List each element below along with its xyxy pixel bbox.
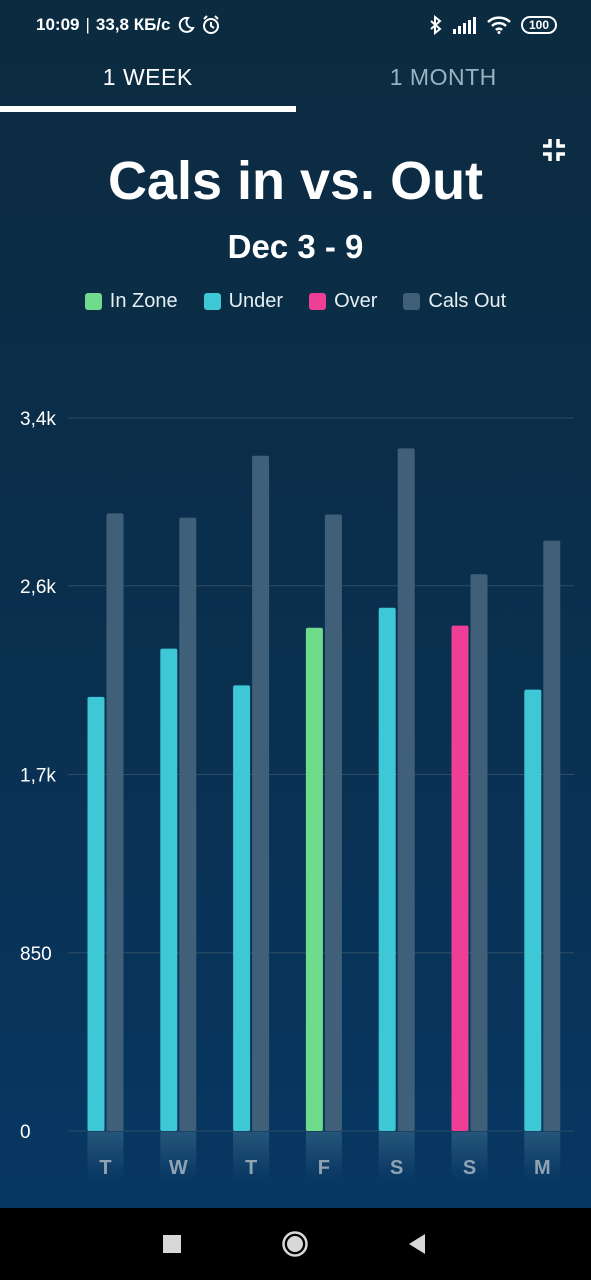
navigation-bar xyxy=(0,1208,591,1280)
legend-swatch-under xyxy=(203,293,221,310)
x-tick-label: T xyxy=(99,1157,111,1179)
bar-reflection xyxy=(451,1132,488,1180)
y-tick-label: 0 xyxy=(20,1122,31,1143)
status-bar: 10:09 | 33,8 КБ/с 100 xyxy=(0,0,591,50)
cals-out-bar xyxy=(543,540,561,1131)
status-right: 100 xyxy=(429,15,557,35)
cals-out-bar xyxy=(397,448,415,1131)
legend-swatch-over xyxy=(309,293,327,310)
period-tabs: 1 WEEK 1 MONTH xyxy=(0,50,591,114)
cals-in-bar xyxy=(378,607,396,1131)
legend-item-under: Under xyxy=(203,290,284,313)
chart-subtitle: Dec 3 - 9 xyxy=(227,228,364,265)
recent-apps-button[interactable] xyxy=(163,1235,181,1253)
cals-in-bar xyxy=(87,696,105,1131)
cals-in-bar xyxy=(160,648,178,1131)
bar-reflection xyxy=(524,1132,561,1180)
network-speed: 33,8 КБ/с xyxy=(95,15,171,34)
x-tick-label: S xyxy=(463,1157,476,1179)
chart-legend: In Zone Under Over Cals Out xyxy=(0,290,591,313)
legend-item-cals-out: Cals Out xyxy=(403,290,506,313)
legend-label-in-zone: In Zone xyxy=(109,290,178,312)
legend-item-in-zone: In Zone xyxy=(84,290,178,313)
x-tick-label: T xyxy=(245,1157,257,1179)
status-separator: | xyxy=(85,15,90,34)
bar-reflection xyxy=(160,1132,197,1180)
x-tick-label: M xyxy=(534,1157,551,1179)
cals-in-bar xyxy=(233,685,251,1131)
bar-reflection xyxy=(305,1132,342,1180)
collapse-icon[interactable] xyxy=(541,137,567,163)
active-tab-indicator xyxy=(0,106,296,112)
x-tick-label: W xyxy=(169,1157,188,1179)
signal-icon xyxy=(452,17,476,34)
y-tick-label: 3,4k xyxy=(20,409,56,430)
legend-item-over: Over xyxy=(309,290,377,313)
battery-icon: 100 xyxy=(520,16,557,34)
tab-1-week-label: 1 WEEK xyxy=(102,64,193,90)
y-tick-label: 1,7k xyxy=(20,766,56,787)
status-left: 10:09 | 33,8 КБ/с xyxy=(36,15,221,35)
x-tick-label: S xyxy=(390,1157,403,1179)
legend-swatch-in-zone xyxy=(84,293,102,310)
wifi-icon xyxy=(487,16,511,34)
status-time: 10:09 xyxy=(36,15,80,34)
cals-out-bar xyxy=(470,574,488,1131)
y-tick-label: 2,6k xyxy=(20,577,56,598)
y-tick-label: 850 xyxy=(20,944,52,965)
bluetooth-icon xyxy=(430,15,442,35)
cals-in-bar xyxy=(305,627,323,1131)
cals-out-bar xyxy=(179,517,197,1131)
legend-swatch-cals-out xyxy=(403,293,421,310)
x-tick-label: F xyxy=(318,1157,330,1179)
cals-out-bar xyxy=(324,514,342,1131)
chart-title: Cals in vs. Out xyxy=(107,151,484,211)
moon-icon xyxy=(178,16,195,33)
home-button[interactable] xyxy=(281,1230,309,1258)
cals-in-bar xyxy=(524,689,542,1131)
cals-out-bar xyxy=(106,513,124,1131)
bar-reflection xyxy=(233,1132,270,1180)
legend-label-under: Under xyxy=(228,290,284,312)
legend-label-over: Over xyxy=(334,290,378,312)
back-button[interactable] xyxy=(407,1233,427,1255)
alarm-icon xyxy=(202,15,219,34)
bar-reflection xyxy=(378,1132,415,1180)
legend-label-cals-out: Cals Out xyxy=(428,290,507,312)
battery-level: 100 xyxy=(528,18,549,32)
bar-chart: 0 850 1,7k 2,6k 3,4k T W T F S S M xyxy=(20,409,574,1180)
cals-in-bar xyxy=(451,625,469,1131)
tab-1-week[interactable]: 1 WEEK xyxy=(0,50,296,114)
bar-reflection xyxy=(87,1132,124,1180)
cals-out-bar xyxy=(252,455,270,1131)
tab-1-month-label: 1 MONTH xyxy=(389,64,497,90)
tab-1-month[interactable]: 1 MONTH xyxy=(296,50,591,114)
